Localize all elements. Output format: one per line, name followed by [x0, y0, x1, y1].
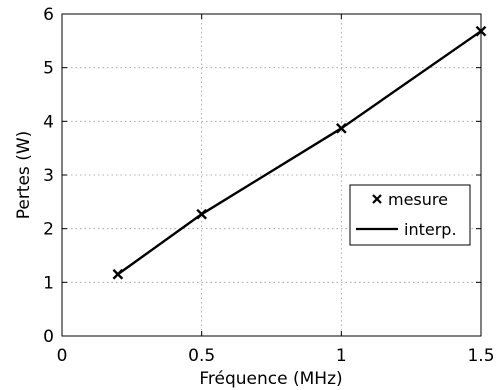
- y-tick-label: 6: [43, 5, 54, 25]
- series-line-interp: [117, 30, 482, 276]
- legend-label-interp: interp.: [404, 220, 457, 239]
- data-point-mesure: [112, 268, 124, 280]
- legend-box: [349, 184, 471, 246]
- x-tick-label: 0.5: [188, 346, 215, 366]
- y-tick-label: 2: [43, 220, 54, 240]
- grid-lines: [62, 14, 481, 336]
- data-point-mesure: [196, 208, 208, 220]
- y-tick-label: 4: [43, 112, 54, 132]
- y-axis-label: Pertes (W): [14, 131, 34, 220]
- y-tick-label: 3: [43, 166, 54, 186]
- legend-marker-mesure: [372, 194, 382, 204]
- y-tick-label: 5: [43, 59, 54, 79]
- legend: mesure interp.: [349, 184, 471, 246]
- x-tick-label: 1.5: [467, 346, 494, 366]
- y-tick-label: 0: [43, 327, 54, 347]
- series-layer: [112, 25, 487, 280]
- data-point-mesure: [475, 25, 487, 37]
- x-tick-label: 0: [57, 346, 68, 366]
- x-axis-label: Fréquence (MHz): [199, 369, 342, 389]
- axis-ticks: 0 0.5 1 1.5 0 1 2 3 4 5 6: [43, 5, 494, 366]
- data-point-mesure: [335, 122, 347, 134]
- legend-label-mesure: mesure: [388, 190, 448, 209]
- y-tick-label: 1: [43, 273, 54, 293]
- x-tick-label: 1: [336, 346, 347, 366]
